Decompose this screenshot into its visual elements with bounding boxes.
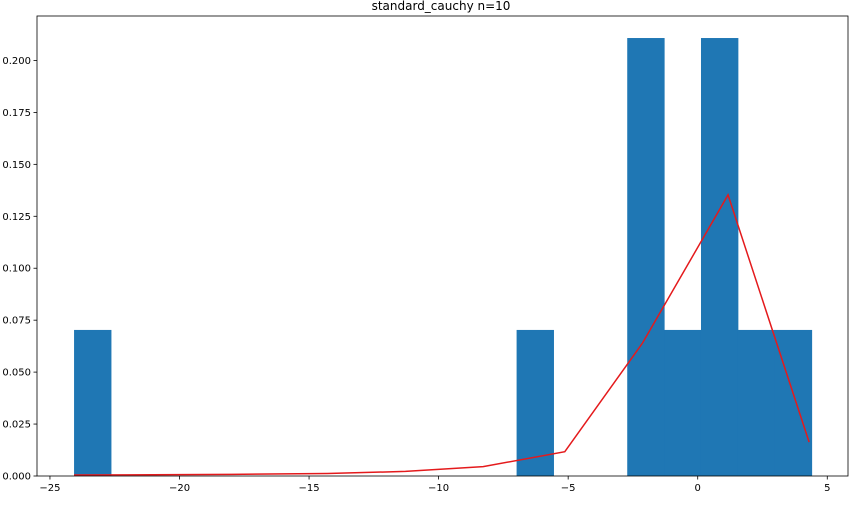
y-tick-label: 0.100 bbox=[2, 264, 31, 275]
chart-title: standard_cauchy n=10 bbox=[372, 0, 511, 13]
y-tick-label: 0.050 bbox=[2, 368, 31, 379]
y-tick-label: 0.000 bbox=[2, 472, 31, 483]
y-tick-label: 0.075 bbox=[2, 316, 31, 327]
x-tick-label: −20 bbox=[169, 483, 190, 494]
histogram-bar bbox=[737, 329, 776, 476]
histogram-bar bbox=[700, 38, 739, 476]
y-tick-label: 0.025 bbox=[2, 420, 31, 431]
y-tick-label: 0.150 bbox=[2, 160, 31, 171]
histogram-bar bbox=[627, 38, 665, 476]
density-line bbox=[74, 193, 810, 476]
x-tick-label: 5 bbox=[824, 483, 830, 494]
histogram-bar bbox=[516, 329, 554, 476]
x-tick-label: −25 bbox=[39, 483, 60, 494]
x-tick-label: −5 bbox=[561, 483, 576, 494]
plot-frame bbox=[36, 15, 849, 477]
histogram-bar bbox=[664, 329, 702, 476]
histogram-bar bbox=[74, 329, 112, 476]
y-tick-label: 0.200 bbox=[2, 56, 31, 67]
y-tick-label: 0.125 bbox=[2, 212, 31, 223]
y-tick-label: 0.175 bbox=[2, 108, 31, 119]
histogram-bar bbox=[774, 329, 813, 476]
x-tick-label: −15 bbox=[299, 483, 320, 494]
x-tick-label: −10 bbox=[428, 483, 449, 494]
x-tick-label: 0 bbox=[695, 483, 701, 494]
